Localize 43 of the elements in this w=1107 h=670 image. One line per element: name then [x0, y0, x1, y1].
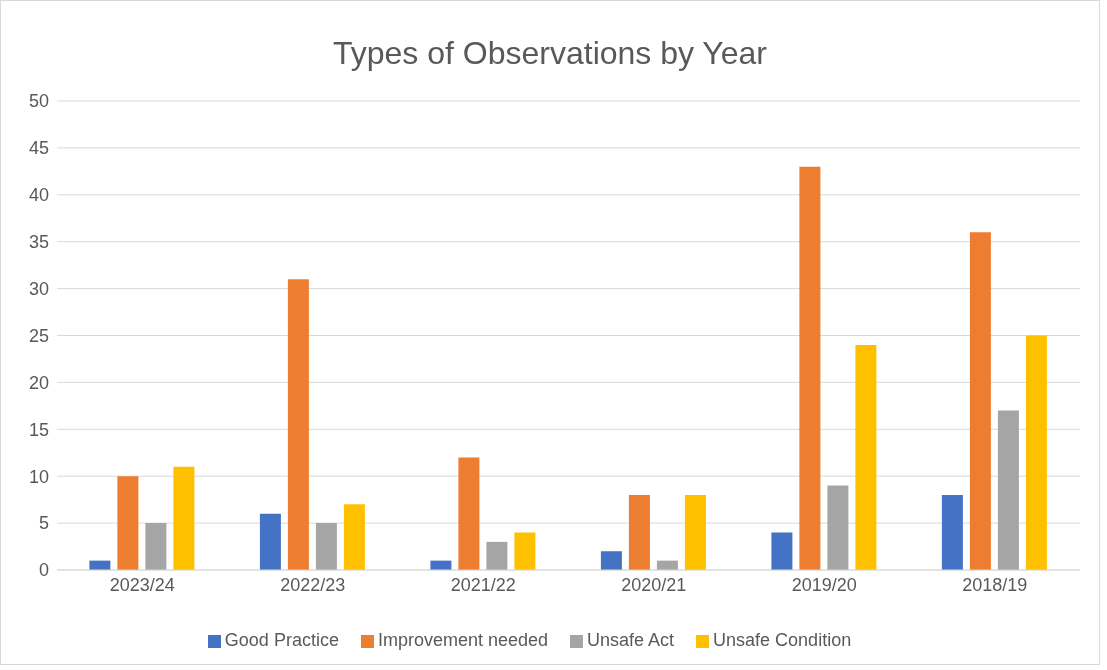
y-tick-label: 0 — [38, 560, 49, 581]
bar — [799, 166, 821, 570]
y-tick-label: 50 — [28, 91, 49, 112]
x-tick-label: 2019/20 — [791, 574, 857, 595]
bar — [315, 523, 337, 570]
bar — [343, 504, 365, 570]
bar — [259, 513, 281, 570]
x-tick-label: 2022/23 — [280, 574, 346, 595]
bar — [514, 532, 536, 570]
x-tick-label: 2023/24 — [109, 574, 175, 595]
legend-label: Unsafe Condition — [713, 630, 852, 650]
bar — [684, 494, 706, 570]
y-tick-label: 10 — [28, 466, 49, 487]
y-tick-label: 30 — [28, 278, 49, 299]
x-tick-label: 2018/19 — [962, 574, 1028, 595]
chart-title: Types of Observations by Year — [332, 35, 768, 72]
bar — [173, 466, 195, 570]
bar — [287, 279, 309, 570]
legend-label: Improvement needed — [377, 630, 549, 650]
bar — [117, 476, 139, 570]
y-tick-label: 45 — [28, 138, 49, 159]
y-tick-label: 20 — [28, 372, 49, 393]
x-tick-label: 2021/22 — [450, 574, 516, 595]
y-tick-label: 15 — [28, 419, 49, 440]
bar — [145, 523, 167, 570]
bar — [486, 541, 508, 570]
bar — [997, 410, 1019, 570]
bar — [600, 551, 622, 570]
y-tick-label: 35 — [28, 232, 49, 253]
bar — [458, 457, 480, 570]
y-tick-label: 25 — [28, 325, 49, 346]
bar — [855, 344, 877, 570]
legend-label: Unsafe Act — [587, 630, 675, 650]
bar — [1025, 335, 1047, 570]
bar — [969, 232, 991, 570]
bar — [827, 485, 849, 570]
legend-label: Good Practice — [224, 630, 339, 650]
bar — [628, 494, 650, 570]
bar — [941, 494, 963, 570]
y-tick-label: 5 — [38, 513, 49, 534]
y-tick-label: 40 — [28, 185, 49, 206]
x-tick-label: 2020/21 — [621, 574, 687, 595]
bar — [771, 532, 793, 570]
